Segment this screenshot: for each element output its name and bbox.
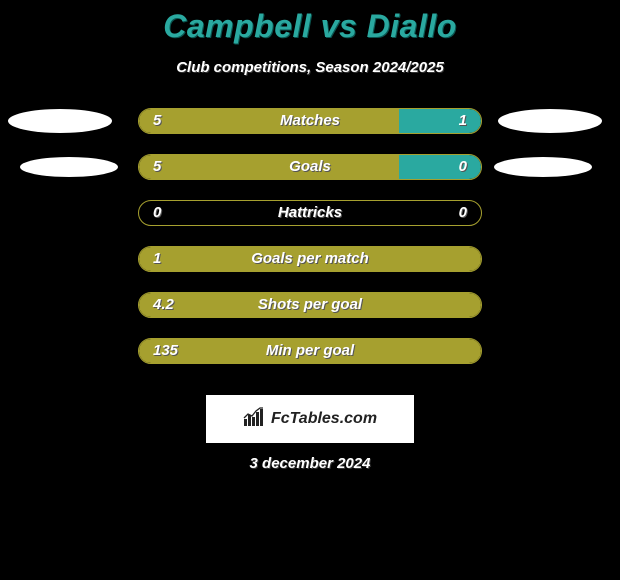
subtitle: Club competitions, Season 2024/2025 (0, 59, 620, 76)
bar-left (139, 247, 481, 271)
player2-name: Diallo (367, 8, 457, 44)
stat-value-left: 0 (153, 204, 161, 221)
player1-club-ellipse (20, 157, 118, 177)
stat-row-shots_per: 4.2Shots per goal (0, 292, 620, 318)
stat-row-goals: 50Goals (0, 154, 620, 180)
stat-label: Hattricks (139, 204, 481, 221)
bar-track: 1Goals per match (138, 246, 482, 272)
stat-row-min_per: 135Min per goal (0, 338, 620, 364)
stat-row-hattricks: 0 0Hattricks (0, 200, 620, 226)
bar-track: 50Goals (138, 154, 482, 180)
comparison-chart: 51Matches 50Goals 0 0Hattricks 1Goals per ma… (0, 108, 620, 364)
bar-track: 0 0Hattricks (138, 200, 482, 226)
player2-avatar-ellipse (498, 109, 602, 133)
bar-left (139, 293, 481, 317)
bar-track: 51Matches (138, 108, 482, 134)
bar-right (399, 155, 481, 179)
player1-name: Campbell (163, 8, 311, 44)
player1-avatar-ellipse (8, 109, 112, 133)
vs-label: vs (321, 8, 358, 44)
footer-date: 3 december 2024 (0, 455, 620, 472)
bar-track: 4.2Shots per goal (138, 292, 482, 318)
player2-club-ellipse (494, 157, 592, 177)
stat-row-goals_per: 1Goals per match (0, 246, 620, 272)
chart-bars-icon (243, 407, 267, 432)
bar-track: 135Min per goal (138, 338, 482, 364)
stat-value-right: 0 (459, 204, 467, 221)
bar-right (399, 109, 481, 133)
bar-left (139, 109, 399, 133)
page-title: Campbell vs Diallo (0, 0, 620, 45)
source-badge: FcTables.com (206, 395, 414, 443)
stat-row-matches: 51Matches (0, 108, 620, 134)
bar-left (139, 339, 481, 363)
badge-text: FcTables.com (271, 410, 377, 428)
bar-left (139, 155, 399, 179)
